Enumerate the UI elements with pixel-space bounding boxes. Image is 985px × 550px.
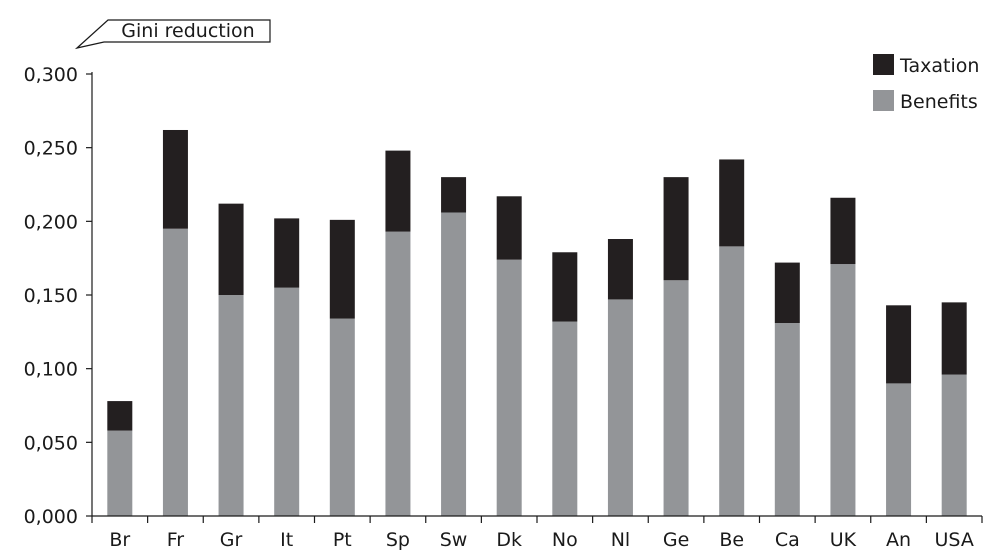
- y-tick-label: 0,050: [24, 432, 78, 454]
- x-tick-label-ge: Ge: [663, 529, 689, 550]
- bar-benefits-ca: [774, 322, 800, 516]
- x-tick-label-uk: UK: [830, 529, 857, 550]
- x-tick-label-dk: Dk: [496, 529, 522, 550]
- x-tick-label-gr: Gr: [220, 529, 243, 550]
- y-tick-label: 0,300: [24, 64, 78, 86]
- bar-taxation-ca: [774, 262, 800, 323]
- y-axis-label-group: Gini reduction: [74, 19, 271, 50]
- legend-label-taxation: Taxation: [899, 55, 979, 77]
- bar-benefits-ge: [663, 280, 689, 516]
- bar-benefits-uk: [830, 264, 856, 516]
- x-tick-label-pt: Pt: [333, 529, 352, 550]
- y-tick-label: 0,200: [24, 211, 78, 233]
- x-tick-label-sp: Sp: [386, 529, 410, 550]
- x-tick-label-fr: Fr: [167, 529, 185, 550]
- bar-taxation-it: [274, 218, 300, 288]
- bar-taxation-be: [719, 159, 745, 247]
- bar-taxation-br: [107, 401, 133, 431]
- x-tick-label-an: An: [886, 529, 911, 550]
- bar-benefits-dk: [496, 259, 522, 516]
- x-tick-label-br: Br: [109, 529, 130, 550]
- bar-taxation-no: [552, 252, 578, 322]
- bar-taxation-usa: [941, 302, 967, 375]
- x-tick-label-sw: Sw: [440, 529, 468, 550]
- x-tick-label-usa: USA: [935, 529, 974, 550]
- x-tick-label-no: No: [552, 529, 578, 550]
- bar-benefits-gr: [218, 295, 244, 516]
- axes-layer: 0,000 0,050 0,100 0,150 0,200 0,250 0,300 Br Fr G…: [24, 64, 983, 550]
- x-tick-label-ca: Ca: [775, 529, 800, 550]
- bar-benefits-sp: [385, 231, 411, 516]
- bar-taxation-uk: [830, 197, 856, 265]
- bar-benefits-usa: [941, 374, 967, 516]
- bar-taxation-nl: [607, 239, 633, 300]
- bar-benefits-pt: [329, 318, 355, 516]
- y-tick-label: 0,250: [24, 138, 78, 160]
- y-tick-label: 0,000: [24, 506, 78, 528]
- bar-taxation-dk: [496, 196, 522, 260]
- y-tick-label: 0,150: [24, 285, 78, 307]
- bar-benefits-sw: [441, 212, 467, 517]
- bar-benefits-an: [886, 383, 912, 516]
- x-tick-label-nl: Nl: [611, 529, 631, 550]
- y-tick-label: 0,100: [24, 359, 78, 381]
- bar-taxation-fr: [162, 129, 188, 229]
- bar-benefits-be: [719, 246, 745, 516]
- bar-benefits-no: [552, 321, 578, 516]
- bar-taxation-gr: [218, 203, 244, 295]
- x-tick-label-it: It: [280, 529, 293, 550]
- bar-taxation-an: [886, 305, 912, 384]
- bar-benefits-nl: [607, 299, 633, 516]
- legend-label-benefits: Benefits: [900, 91, 978, 113]
- bars-layer: [107, 129, 967, 517]
- bar-benefits-br: [107, 430, 133, 516]
- bar-taxation-pt: [329, 219, 355, 319]
- bar-taxation-sp: [385, 150, 411, 232]
- legend-swatch-taxation: [873, 54, 894, 75]
- x-tick-label-be: Be: [719, 529, 744, 550]
- bar-taxation-sw: [441, 177, 467, 213]
- bar-benefits-fr: [162, 228, 188, 516]
- legend: Taxation Benefits: [873, 54, 979, 113]
- bar-taxation-ge: [663, 177, 689, 281]
- y-axis-label-tag: [74, 19, 271, 50]
- bar-benefits-it: [274, 287, 300, 516]
- legend-swatch-benefits: [873, 90, 894, 111]
- y-axis-label: Gini reduction: [121, 20, 254, 42]
